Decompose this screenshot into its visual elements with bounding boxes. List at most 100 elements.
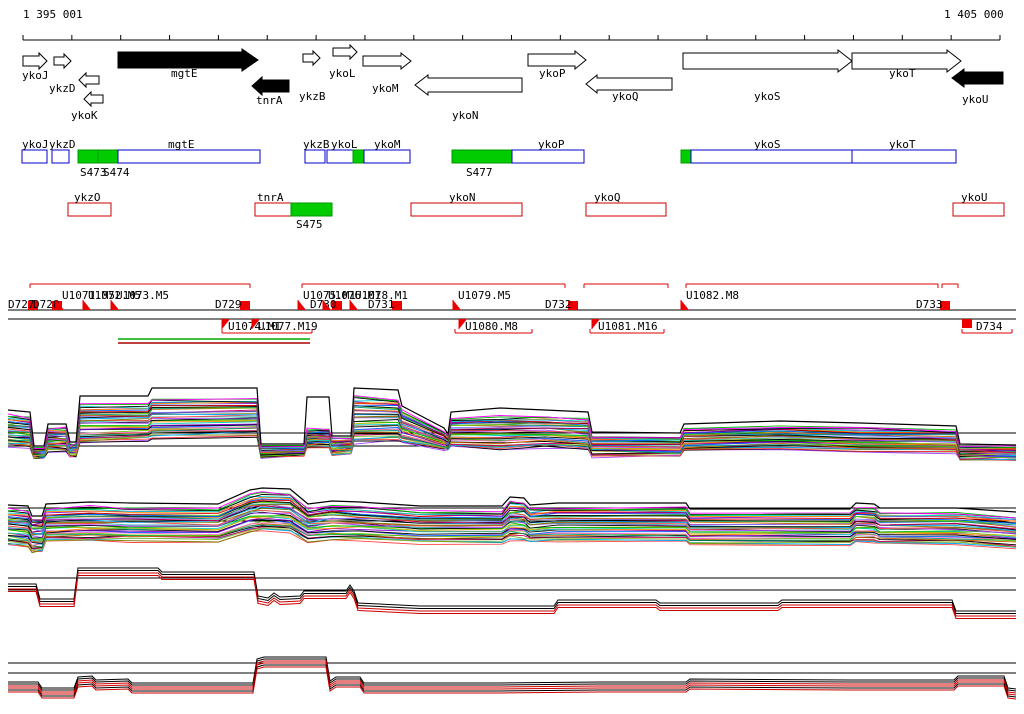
probe-marker-U1075.M1[interactable]: U1075.M1 <box>297 289 356 310</box>
gene-arrow-ykzB[interactable] <box>302 49 321 67</box>
expression-trace <box>8 570 1016 614</box>
probe-marker-D734[interactable]: D734 <box>962 319 1003 333</box>
annotation-box[interactable] <box>952 202 1005 217</box>
expression-trace <box>7 494 1017 523</box>
expression-trace <box>7 505 1017 533</box>
segment-label-S474: S474 <box>103 166 130 179</box>
expression-panel-1 <box>7 387 1017 461</box>
probe-label-D728: D728 <box>33 298 60 311</box>
annotation-box[interactable] <box>451 149 513 164</box>
probe-marker-U1082.M8[interactable]: U1082.M8 <box>680 289 739 310</box>
probe-label-D731: D731 <box>368 298 395 311</box>
probe-label-U1074.M1: U1074.M1 <box>228 320 281 333</box>
probe-marker-U1081.M16[interactable]: U1081.M16 <box>591 319 658 333</box>
probe-marker-U1072.M5[interactable]: U1072.M5 <box>82 289 141 310</box>
gene-arrow-ykoK-5p[interactable] <box>78 71 100 89</box>
segment-label-S473: S473 <box>80 166 107 179</box>
annotation-box[interactable] <box>410 202 523 217</box>
probe-marker-U1080.M8[interactable]: U1080.M8 <box>458 319 518 333</box>
annotation-label-ykoS: ykoS <box>754 138 781 151</box>
probe-marker-D727[interactable]: D727 <box>8 298 38 311</box>
gene-arrow-ykoN[interactable] <box>414 73 523 97</box>
probe-marker-D732[interactable]: D732 <box>545 298 578 311</box>
gene-arrow-ykoQ[interactable] <box>585 73 673 95</box>
expression-trace <box>7 509 1017 536</box>
probe-label-D734: D734 <box>976 320 1003 333</box>
gene-arrow-ykoS[interactable] <box>682 48 853 74</box>
annotation-box[interactable] <box>690 149 957 164</box>
probe-marker-U1078.M1[interactable]: U1078.M1 <box>349 289 408 310</box>
annotation-box[interactable] <box>77 149 99 164</box>
gene-arrow-ykzD[interactable] <box>53 52 72 70</box>
annotation-label-ykoU: ykoU <box>961 191 988 204</box>
annotation-box[interactable] <box>51 149 70 164</box>
gene-label-ykoM: ykoM <box>372 82 399 95</box>
annotation-label-ykoM: ykoM <box>374 138 401 151</box>
probe-label-U1081.M16: U1081.M16 <box>598 320 658 333</box>
gene-label-mgtE: mgtE <box>171 67 198 80</box>
probe-marker-D729[interactable]: D729 <box>215 298 250 311</box>
annotation-box[interactable] <box>326 149 354 164</box>
gene-label-ykzB: ykzB <box>299 90 326 103</box>
probe-marker-D733[interactable]: D733 <box>916 298 950 311</box>
gene-arrow-ykoK[interactable] <box>83 90 104 108</box>
annotation-box[interactable] <box>363 149 411 164</box>
probe-label-U1075.M1: U1075.M1 <box>303 289 356 302</box>
gene-arrow-ykoL[interactable] <box>332 43 358 61</box>
probe-label-U1076.M1: U1076.M1 <box>328 289 381 302</box>
annotation-box[interactable] <box>97 149 119 164</box>
gene-arrow-ykoM[interactable] <box>362 51 412 71</box>
annotation-box[interactable] <box>511 149 585 164</box>
probe-marker-U1077.M19[interactable]: U1077.M19 <box>251 319 318 333</box>
annotation-label-ykoP: ykoP <box>538 138 565 151</box>
gene-label-ykoU: ykoU <box>962 93 989 106</box>
annotation-box[interactable] <box>352 149 365 164</box>
expression-trace <box>8 575 1016 619</box>
coordinate-ruler <box>22 35 1001 41</box>
gene-arrow-ykoU[interactable] <box>951 68 1004 88</box>
probe-label-D729: D729 <box>215 298 242 311</box>
gene-arrow-ykoT[interactable] <box>851 48 962 74</box>
gene-arrow-mgtE[interactable] <box>117 48 259 72</box>
annotation-label-mgtE: mgtE <box>168 138 195 151</box>
expression-panels <box>7 387 1017 700</box>
gene-arrow-ykoP[interactable] <box>527 49 587 71</box>
gene-arrow-ykoJ[interactable] <box>22 51 48 71</box>
annotation-label-ykoJ: ykoJ <box>22 138 49 151</box>
probe-label-U1082.M8: U1082.M8 <box>686 289 739 302</box>
annotation-label-ykoN: ykoN <box>449 191 476 204</box>
expression-trace <box>7 395 1017 449</box>
annotation-box[interactable] <box>117 149 261 164</box>
annotation-box[interactable] <box>585 202 667 217</box>
gene-label-tnrA: tnrA <box>256 94 283 107</box>
annotation-box[interactable] <box>290 202 333 217</box>
annotation-box[interactable] <box>67 202 112 217</box>
gene-label-ykoL: ykoL <box>329 67 356 80</box>
probe-label-U1071.M5: U1071.M5 <box>62 289 115 302</box>
gene-label-ykzD: ykzD <box>49 82 76 95</box>
probe-label-U1072.M5: U1072.M5 <box>88 289 141 302</box>
annotation-row-forward: ykoJ ykzD mgtE ykzB ykoL ykoM ykoP ykoS ykoT S473… <box>21 138 957 179</box>
probe-label-U1073.M5: U1073.M5 <box>116 289 169 302</box>
expression-trace <box>7 505 1017 533</box>
expression-trace <box>8 666 1017 700</box>
annotation-box[interactable] <box>254 202 292 217</box>
probe-marker-U1073.M5[interactable]: U1073.M5 <box>110 289 169 310</box>
expression-trace <box>8 512 1017 538</box>
probe-marker-D731[interactable]: D731 <box>368 298 402 311</box>
annotation-box[interactable] <box>680 149 692 164</box>
probe-marker-U1071.M5[interactable]: U1071.M5 <box>55 289 115 310</box>
probe-marker-U1074.M1[interactable]: U1074.M1 <box>221 319 281 333</box>
annotation-box[interactable] <box>304 149 326 164</box>
annotation-box[interactable] <box>21 149 48 164</box>
probe-label-D727: D727 <box>8 298 35 311</box>
expression-envelope <box>7 487 1017 517</box>
gene-arrow-tnrA[interactable] <box>251 75 290 97</box>
probe-marker-U1079.M5[interactable]: U1079.M5 <box>452 289 511 310</box>
probe-label-D733: D733 <box>916 298 943 311</box>
probe-marker-U1076.M1[interactable]: U1076.M1 <box>322 289 381 310</box>
